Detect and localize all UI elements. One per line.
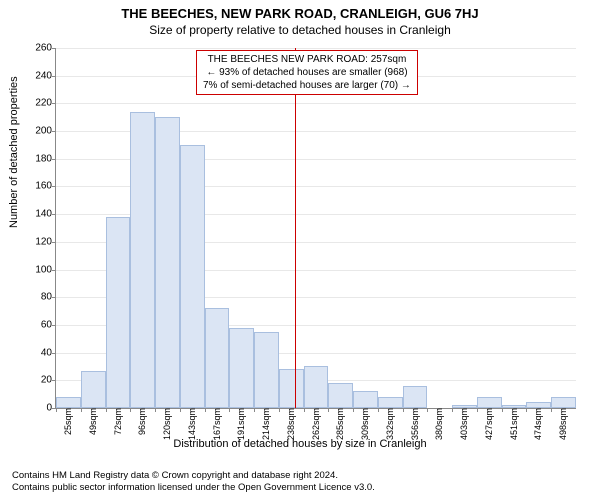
annotation-callout: THE BEECHES NEW PARK ROAD: 257sqm← 93% o…: [196, 50, 418, 95]
x-tick-label: 120sqm: [158, 408, 172, 440]
x-tick-label: 332sqm: [381, 408, 395, 440]
x-tick-label: 427sqm: [480, 408, 494, 440]
x-tick-mark: [477, 408, 478, 412]
histogram-bar: [304, 366, 329, 408]
x-tick-label: 72sqm: [109, 408, 123, 435]
histogram-bar: [56, 397, 81, 408]
y-tick-label: 140: [22, 209, 56, 220]
y-tick-label: 240: [22, 70, 56, 81]
histogram-bar: [477, 397, 502, 408]
y-tick-label: 100: [22, 264, 56, 275]
x-tick-label: 238sqm: [282, 408, 296, 440]
histogram-bar: [106, 217, 131, 408]
y-tick-label: 160: [22, 181, 56, 192]
x-tick-label: 474sqm: [529, 408, 543, 440]
x-tick-label: 498sqm: [554, 408, 568, 440]
y-tick-label: 20: [22, 375, 56, 386]
x-tick-label: 309sqm: [356, 408, 370, 440]
histogram-bar: [254, 332, 279, 408]
x-tick-mark: [279, 408, 280, 412]
histogram-bar: [279, 369, 304, 408]
chart-title: THE BEECHES, NEW PARK ROAD, CRANLEIGH, G…: [0, 0, 600, 21]
x-tick-label: 96sqm: [133, 408, 147, 435]
x-tick-mark: [130, 408, 131, 412]
x-tick-label: 25sqm: [59, 408, 73, 435]
y-tick-label: 260: [22, 43, 56, 54]
y-tick-label: 60: [22, 319, 56, 330]
x-tick-mark: [56, 408, 57, 412]
y-axis-label: Number of detached properties: [8, 76, 20, 228]
annotation-line: THE BEECHES NEW PARK ROAD: 257sqm: [203, 53, 411, 66]
x-tick-mark: [81, 408, 82, 412]
x-tick-mark: [502, 408, 503, 412]
x-tick-label: 143sqm: [183, 408, 197, 440]
y-tick-label: 120: [22, 236, 56, 247]
x-tick-label: 49sqm: [84, 408, 98, 435]
x-tick-mark: [353, 408, 354, 412]
x-tick-mark: [551, 408, 552, 412]
x-tick-mark: [180, 408, 181, 412]
x-tick-mark: [452, 408, 453, 412]
histogram-bar: [205, 308, 230, 408]
x-tick-mark: [427, 408, 428, 412]
x-tick-label: 380sqm: [430, 408, 444, 440]
annotation-line: ← 93% of detached houses are smaller (96…: [203, 66, 411, 79]
y-tick-label: 40: [22, 347, 56, 358]
y-tick-label: 80: [22, 292, 56, 303]
grid-line: [56, 103, 576, 104]
x-tick-label: 403sqm: [455, 408, 469, 440]
annotation-line: 7% of semi-detached houses are larger (7…: [203, 79, 411, 92]
histogram-bar: [353, 391, 378, 408]
x-tick-mark: [229, 408, 230, 412]
x-tick-mark: [328, 408, 329, 412]
x-tick-label: 451sqm: [505, 408, 519, 440]
x-tick-mark: [155, 408, 156, 412]
y-tick-label: 220: [22, 98, 56, 109]
chart-subtitle: Size of property relative to detached ho…: [0, 21, 600, 37]
x-tick-label: 356sqm: [406, 408, 420, 440]
histogram-bar: [403, 386, 428, 408]
histogram-bar: [130, 112, 155, 408]
histogram-bar: [155, 117, 180, 408]
x-tick-mark: [526, 408, 527, 412]
x-tick-label: 191sqm: [232, 408, 246, 440]
x-tick-label: 214sqm: [257, 408, 271, 440]
histogram-bar: [180, 145, 205, 408]
y-tick-label: 200: [22, 126, 56, 137]
histogram-chart: 02040608010012014016018020022024026025sq…: [55, 48, 576, 409]
reference-line: [295, 48, 296, 408]
footer-line-2: Contains public sector information licen…: [12, 482, 375, 494]
grid-line: [56, 48, 576, 49]
histogram-bar: [378, 397, 403, 408]
histogram-bar: [81, 371, 106, 408]
x-tick-label: 262sqm: [307, 408, 321, 440]
histogram-bar: [328, 383, 353, 408]
histogram-bar: [229, 328, 254, 408]
y-tick-label: 0: [22, 403, 56, 414]
x-tick-mark: [205, 408, 206, 412]
histogram-bar: [551, 397, 576, 408]
footer-line-1: Contains HM Land Registry data © Crown c…: [12, 470, 375, 482]
y-tick-label: 180: [22, 153, 56, 164]
x-tick-mark: [378, 408, 379, 412]
x-tick-mark: [254, 408, 255, 412]
x-tick-mark: [304, 408, 305, 412]
x-axis-label: Distribution of detached houses by size …: [0, 438, 600, 450]
x-tick-mark: [106, 408, 107, 412]
x-tick-mark: [403, 408, 404, 412]
footer-attribution: Contains HM Land Registry data © Crown c…: [12, 470, 375, 494]
x-tick-label: 167sqm: [208, 408, 222, 440]
x-tick-label: 285sqm: [331, 408, 345, 440]
